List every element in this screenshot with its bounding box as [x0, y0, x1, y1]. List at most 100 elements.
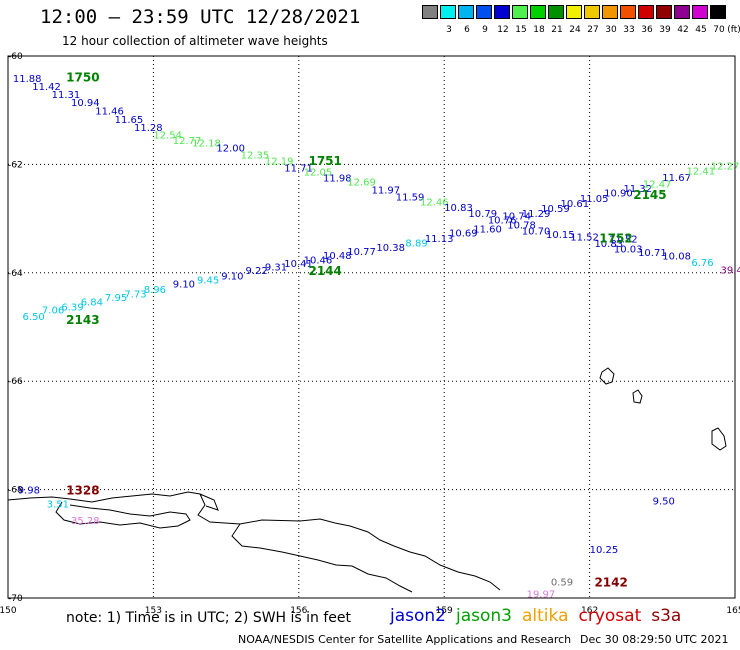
- legend-label: 18: [533, 25, 545, 35]
- legend-swatch: [458, 5, 474, 19]
- wave-height-value: 11.32: [624, 184, 653, 195]
- wave-height-value: 10.76: [488, 216, 517, 227]
- legend-label: 3: [446, 25, 452, 35]
- legend-label: 36: [641, 25, 653, 35]
- pass-time-label: 1750: [66, 71, 99, 85]
- wave-height-value: 10.61: [561, 199, 590, 210]
- wave-height-value: 11.67: [662, 173, 691, 184]
- wave-height-value: 11.97: [372, 185, 401, 196]
- pass-time-label: 2145: [633, 188, 666, 202]
- latitude-tick-label: -70: [8, 594, 23, 604]
- axis-labels: -60 -62 -64 -66 -68 -70 150 153 156 159 162 165: [0, 52, 740, 616]
- legend-swatch: [494, 5, 510, 19]
- wave-height-value: 10.77: [347, 247, 376, 258]
- wave-height-value: 10.83: [444, 203, 473, 214]
- legend-swatch: [566, 5, 582, 19]
- wave-height-value: 10.71: [638, 248, 667, 259]
- legend-swatch: [602, 5, 618, 19]
- wave-height-value: 11.52: [570, 232, 599, 243]
- legend-label: 27: [587, 25, 599, 35]
- pass-time-label: 2143: [66, 313, 99, 327]
- longitude-tick-label: 162: [581, 606, 598, 616]
- legend-label: 12: [497, 25, 509, 35]
- wave-height-value: 11.98: [323, 173, 352, 184]
- antarctic-coastline: [7, 491, 501, 593]
- wave-height-value: 12.41: [687, 166, 716, 177]
- wave-height-value: 11.65: [115, 115, 144, 126]
- wave-height-value: 11.71: [284, 164, 313, 175]
- wave-height-value: 12.19: [265, 157, 294, 168]
- legend-swatch: [710, 5, 726, 19]
- latitude-tick-label: -62: [8, 160, 23, 170]
- wave-height-value: 11.60: [473, 224, 502, 235]
- wave-height-value: 39.48: [720, 266, 740, 277]
- wave-height-value: 10.46: [304, 255, 333, 266]
- wave-height-value: 12.46: [420, 197, 449, 208]
- legend-swatch: [548, 5, 564, 19]
- wave-height-value: 9.50: [653, 496, 675, 507]
- island-outline: [711, 427, 727, 451]
- legend-label: 42: [677, 25, 689, 35]
- page-title: 12:00 – 23:59 UTC 12/28/2021: [40, 6, 361, 28]
- wave-height-value: 9.22: [245, 266, 267, 277]
- generated-timestamp: Dec 30 08:29:50 UTC 2021: [580, 633, 729, 646]
- legend-swatch: [656, 5, 672, 19]
- wave-height-value: 10.03: [614, 244, 643, 255]
- wave-height-value: 10.90: [604, 189, 633, 200]
- wave-height-value: 10.48: [323, 251, 352, 262]
- latitude-tick-label: -66: [8, 377, 23, 387]
- pass-time-label: 2144: [308, 264, 341, 278]
- mission-cryosat: cryosat: [578, 606, 642, 626]
- map-frame: [7, 55, 736, 599]
- latitude-tick-label: -60: [8, 52, 23, 62]
- legend-swatch: [674, 5, 690, 19]
- legend-unit: (ft): [727, 25, 740, 35]
- wave-height-value: 7.95: [105, 293, 127, 304]
- legend-label: 45: [695, 25, 707, 35]
- longitude-tick-label: 150: [0, 606, 17, 616]
- wave-height-value: 10.69: [449, 229, 478, 240]
- legend-label: 70: [713, 25, 725, 35]
- wave-height-value: 10.79: [468, 209, 497, 220]
- legend-label: 30: [605, 25, 617, 35]
- wave-height-value: 0.59: [551, 578, 573, 589]
- wave-height-value: 12.00: [216, 144, 245, 155]
- legend-swatch: [620, 5, 636, 19]
- legend-swatch: [476, 5, 492, 19]
- wave-height-value: 11.28: [134, 123, 163, 134]
- wave-height-value: 10.78: [507, 221, 536, 232]
- longitude-tick-label: 153: [145, 606, 162, 616]
- wave-height-value: 9.98: [18, 486, 40, 497]
- longitude-tick-label: 156: [290, 606, 307, 616]
- wave-height-value: 10.94: [71, 98, 100, 109]
- mission-key: jason2 jason3 altika cryosat s3a: [390, 606, 691, 626]
- wave-height-value: 6.84: [81, 298, 103, 309]
- wave-height-value: 8.96: [144, 285, 166, 296]
- wave-height-value: 9.10: [173, 280, 195, 291]
- credit-line: NOAA/NESDIS Center for Satellite Applica…: [238, 633, 572, 646]
- mission-jason3: jason3: [456, 606, 512, 626]
- legend-swatch: [530, 5, 546, 19]
- pass-time-label: 1328: [66, 484, 99, 498]
- wave-height-value: 7.73: [124, 289, 146, 300]
- wave-height-value: 11.59: [396, 192, 425, 203]
- wave-height-labels: 11.8811.4211.3110.9411.4611.6511.2812.54…: [13, 74, 740, 600]
- wave-height-value: 12.05: [304, 167, 333, 178]
- legend-label: 24: [569, 25, 581, 35]
- wave-height-value: 7.06: [42, 306, 64, 317]
- wave-height-value: 12.47: [643, 179, 672, 190]
- wave-height-value: 11.13: [425, 234, 454, 245]
- mission-jason2: jason2: [390, 606, 446, 626]
- wave-height-value: 8.89: [405, 238, 427, 249]
- wave-height-value: 9.45: [197, 275, 219, 286]
- mission-altika: altika: [522, 606, 569, 626]
- wave-height-value: 10.15: [546, 230, 575, 241]
- graticule: [7, 55, 736, 599]
- wave-height-value: 11.88: [13, 74, 42, 85]
- legend-label: 39: [659, 25, 671, 35]
- wave-height-value: 9.31: [265, 262, 287, 273]
- longitude-tick-label: 159: [436, 606, 453, 616]
- wave-height-value: 19.97: [527, 590, 556, 601]
- wave-height-value: 35.28: [71, 516, 100, 527]
